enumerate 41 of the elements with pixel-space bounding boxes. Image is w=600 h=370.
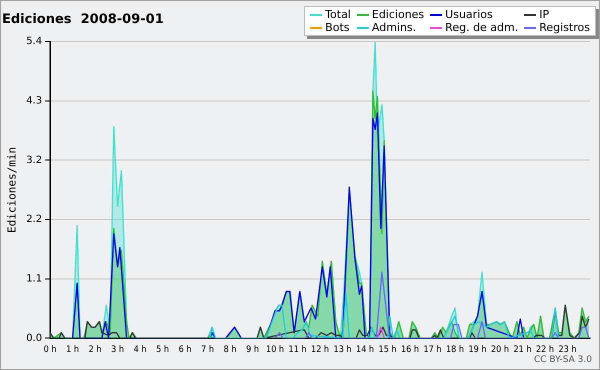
legend-label: Admins. <box>372 21 416 34</box>
legend-label: Total <box>325 8 351 21</box>
x-tick-label: 17 h <box>424 344 442 355</box>
y-tick-label: 4.3 <box>26 96 42 107</box>
x-tick-label: 10 h <box>266 344 284 355</box>
x-tick-label: 18 h <box>446 344 464 355</box>
x-tick-label: 9 h <box>246 344 259 355</box>
legend-label: Reg. de adm. <box>445 21 518 34</box>
x-tick-label: 0 h <box>44 344 57 355</box>
x-tick-label: 6 h <box>178 344 192 355</box>
x-tick-label: 21 h <box>514 344 532 355</box>
x-tick-label: 7 h <box>201 344 214 355</box>
x-tick-label: 16 h <box>401 344 420 355</box>
y-tick-label: 2.2 <box>26 214 42 226</box>
x-tick-label: 13 h <box>334 344 352 355</box>
x-tick-label: 2 h <box>88 344 102 355</box>
text: CC BY-SA 3.0 <box>534 354 592 365</box>
legend-label: IP <box>539 8 550 21</box>
x-tick-label: 15 h <box>378 344 397 355</box>
x-tick-label: 8 h <box>224 344 236 355</box>
x-tick-label: 23 h <box>558 344 577 355</box>
x-tick-label: 19 h <box>468 344 487 355</box>
legend-label: Ediciones <box>372 8 424 21</box>
legend-label: Registros <box>539 21 590 34</box>
y-tick-label: 1.1 <box>26 273 42 284</box>
x-tick-label: 5 h <box>156 344 170 355</box>
x-tick-label: 14 h <box>356 344 374 355</box>
legend-label: Usuarios <box>445 8 493 21</box>
x-tick-label: 4 h <box>134 344 147 355</box>
legend-label: Bots <box>325 21 350 34</box>
y-axis-title: Ediciones/min <box>5 146 18 233</box>
x-tick-label: 11 h <box>288 344 307 355</box>
x-tick-label: 1 h <box>66 344 80 355</box>
y-tick-label: 0.0 <box>26 332 42 344</box>
y-tick-label: 5.4 <box>26 36 42 48</box>
chart-title: Ediciones 2008-09-01 <box>2 12 164 28</box>
x-tick-label: 22 h <box>536 344 554 355</box>
x-tick-label: 3 h <box>111 344 124 355</box>
y-tick-label: 3.2 <box>26 154 42 166</box>
x-tick-label: 12 h <box>311 344 330 355</box>
x-tick-label: 20 h <box>491 344 510 355</box>
